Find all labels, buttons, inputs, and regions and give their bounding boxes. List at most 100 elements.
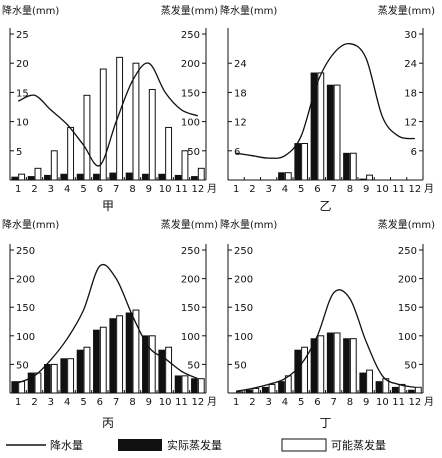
potential-evap-bar bbox=[99, 68, 107, 181]
left-tick-label: 50 bbox=[16, 360, 29, 371]
panel-name: 甲 bbox=[102, 199, 114, 213]
right-tick-label: 50 bbox=[404, 360, 417, 371]
right-tick-label: 30 bbox=[404, 30, 417, 41]
potential-evap-bar bbox=[83, 94, 91, 181]
x-tick-label: 6 bbox=[314, 397, 320, 408]
x-tick-label: 9 bbox=[363, 397, 369, 408]
potential-evap-bar bbox=[398, 383, 406, 394]
left-tick-label: 200 bbox=[234, 275, 253, 286]
potential-evap-bar bbox=[34, 372, 42, 394]
potential-evap-bar bbox=[83, 346, 91, 394]
left-tick-label: 250 bbox=[16, 246, 35, 257]
x-tick-label: 4 bbox=[64, 184, 70, 195]
x-tick-label: 9 bbox=[146, 184, 152, 195]
actual-evap-bar bbox=[245, 389, 253, 394]
right-tick-label: 18 bbox=[404, 88, 417, 99]
actual-evap-bar bbox=[93, 329, 100, 394]
x-tick-label: 9 bbox=[363, 184, 369, 195]
x-tick-label: 10 bbox=[376, 184, 389, 195]
actual-evap-bar bbox=[60, 173, 68, 181]
x-unit-label: 月 bbox=[424, 183, 434, 195]
left-tick-label: 150 bbox=[16, 303, 35, 314]
x-tick-label: 8 bbox=[347, 397, 353, 408]
actual-evap-bar bbox=[310, 338, 318, 394]
potential-evap-bar bbox=[67, 126, 75, 181]
actual-evap-bar bbox=[76, 173, 84, 181]
x-tick-label: 11 bbox=[175, 184, 188, 195]
x-tick-label: 1 bbox=[233, 397, 239, 408]
actual-evap-bar bbox=[326, 332, 334, 394]
legend-precip-label: 降水量 bbox=[50, 438, 83, 452]
right-tick-label: 100 bbox=[181, 118, 200, 129]
actual-evap-bar bbox=[294, 349, 302, 394]
x-tick-label: 6 bbox=[97, 397, 103, 408]
x-tick-label: 5 bbox=[298, 184, 304, 195]
x-tick-label: 1 bbox=[233, 184, 239, 195]
potential-evap-bar bbox=[50, 363, 58, 394]
actual-evap-bar bbox=[408, 389, 415, 394]
left-tick-label: 20 bbox=[16, 59, 29, 70]
actual-evap-bar bbox=[191, 176, 198, 181]
actual-evap-bar bbox=[278, 381, 285, 394]
actual-evap-bar bbox=[326, 84, 334, 181]
right-tick-label: 100 bbox=[181, 332, 200, 343]
right-axis-label: 蒸发量(mm) bbox=[161, 218, 218, 231]
actual-evap-bar bbox=[44, 363, 51, 394]
x-tick-label: 2 bbox=[31, 184, 37, 195]
actual-evap-bar bbox=[109, 172, 117, 181]
potential-evap-bar bbox=[132, 62, 140, 181]
left-tick-label: 24 bbox=[234, 59, 247, 70]
actual-evap-bar bbox=[310, 72, 318, 181]
potential-evap-bar bbox=[333, 84, 341, 181]
potential-evap-bar bbox=[67, 358, 75, 394]
right-tick-label: 200 bbox=[398, 275, 417, 286]
right-tick-label: 100 bbox=[398, 332, 417, 343]
potential-evap-bar bbox=[252, 387, 260, 394]
potential-evap-bar bbox=[34, 167, 42, 181]
potential-evap-bar bbox=[349, 338, 357, 394]
actual-evap-bar bbox=[343, 152, 350, 181]
right-tick-label: 6 bbox=[411, 147, 417, 158]
potential-evap-bar bbox=[132, 309, 140, 394]
right-tick-label: 12 bbox=[404, 118, 417, 129]
legend-potential-swatch bbox=[281, 438, 327, 452]
potential-evap-bar bbox=[301, 143, 308, 181]
potential-evap-bar bbox=[148, 335, 156, 394]
x-tick-label: 7 bbox=[113, 397, 119, 408]
actual-evap-bar bbox=[11, 176, 19, 181]
potential-evap-bar bbox=[181, 375, 189, 394]
x-tick-label: 8 bbox=[347, 184, 353, 195]
precipitation-line bbox=[17, 263, 199, 384]
right-tick-label: 150 bbox=[181, 88, 200, 99]
potential-evap-bar bbox=[99, 326, 107, 394]
actual-evap-bar bbox=[11, 381, 19, 394]
right-tick-label: 50 bbox=[187, 147, 200, 158]
right-tick-label: 250 bbox=[398, 246, 417, 257]
x-tick-label: 1 bbox=[15, 184, 21, 195]
left-tick-label: 150 bbox=[234, 303, 253, 314]
actual-evap-bar bbox=[174, 375, 182, 394]
chart-panel-2: 降水量(mm) 蒸发量(mm) 50 100 150 200 250 50 100 150 200 2… bbox=[2, 218, 218, 430]
x-tick-label: 12 bbox=[409, 397, 422, 408]
actual-evap-bar bbox=[60, 358, 68, 394]
actual-evap-bar bbox=[343, 338, 350, 394]
left-tick-label: 18 bbox=[234, 88, 247, 99]
x-tick-label: 5 bbox=[298, 397, 304, 408]
x-unit-label: 月 bbox=[424, 396, 434, 408]
x-tick-label: 11 bbox=[392, 397, 405, 408]
potential-evap-bar bbox=[366, 369, 373, 394]
x-tick-label: 11 bbox=[175, 397, 188, 408]
actual-evap-bar bbox=[278, 172, 285, 181]
left-tick-label: 25 bbox=[16, 30, 29, 41]
panel-name: 乙 bbox=[319, 199, 331, 213]
left-tick-label: 5 bbox=[16, 147, 22, 158]
x-tick-label: 6 bbox=[97, 184, 103, 195]
x-tick-label: 4 bbox=[64, 397, 70, 408]
x-tick-label: 7 bbox=[330, 397, 336, 408]
legend: 降水量 实际蒸发量 可能蒸发量 bbox=[6, 438, 386, 452]
legend-potential-label: 可能蒸发量 bbox=[331, 438, 386, 452]
right-axis-label: 蒸发量(mm) bbox=[378, 4, 435, 17]
